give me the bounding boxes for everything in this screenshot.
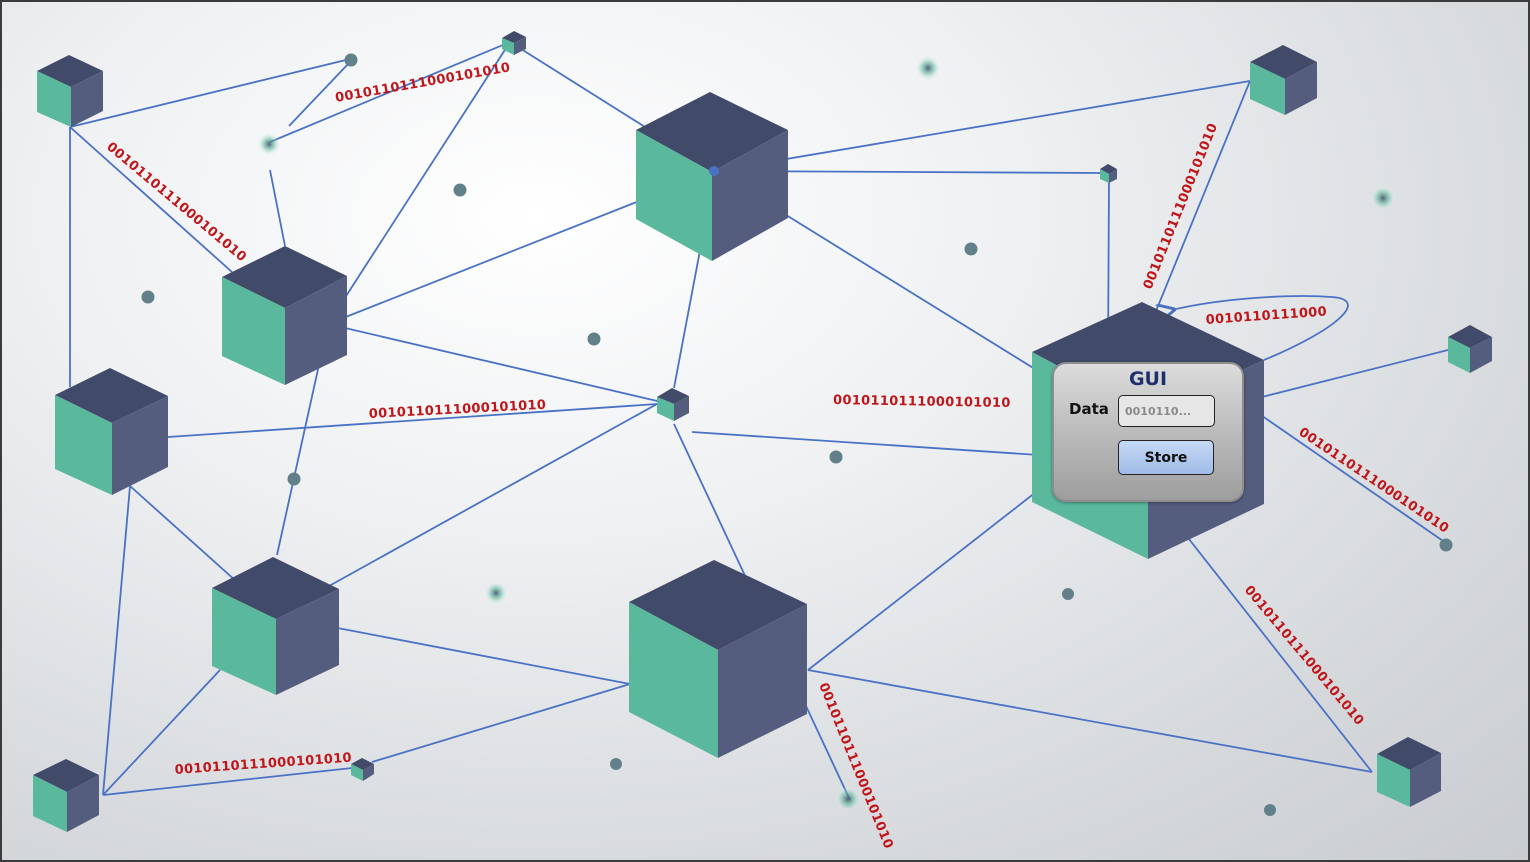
node-cube-top-center xyxy=(636,92,788,261)
data-label: Data xyxy=(1069,400,1109,418)
node-cube-top-right xyxy=(1250,45,1317,115)
node-cube-bottom-left xyxy=(33,759,99,832)
blurred-nodes xyxy=(257,55,1396,812)
binary-label-bottom-center-diag: 0010110111000101010 xyxy=(815,681,895,851)
data-input[interactable] xyxy=(1118,395,1215,427)
node-cube-top-left xyxy=(37,55,103,127)
binary-label-right-top-vertical: 0010110111000101010 xyxy=(1141,121,1221,291)
network-dots xyxy=(141,53,1453,816)
node-cube-left-lower xyxy=(212,557,339,695)
self-loop-arrow xyxy=(1172,295,1349,361)
binary-label-bottom-left: 0010110111000101010 xyxy=(174,751,352,778)
binary-label-mid-center: 0010110111000101010 xyxy=(833,393,1011,411)
node-cube-bottom-center xyxy=(629,560,807,758)
node-cube-tiny-right xyxy=(1100,164,1117,183)
binary-label-loop: 0010110111000 xyxy=(1205,305,1327,328)
binary-label-right-lower-diag: 0010110111000101010 xyxy=(1241,583,1367,729)
binary-label-right-diag: 0010110111000101010 xyxy=(1296,425,1452,537)
node-cube-left-middle xyxy=(55,368,168,495)
node-cube-tiny-center xyxy=(657,388,689,421)
gui-title: GUI xyxy=(1128,368,1168,390)
node-cube-right-edge xyxy=(1448,325,1492,373)
node-cube-bottom-right xyxy=(1377,737,1441,807)
binary-label-top-left-diag: 0010110111000101010 xyxy=(103,140,249,266)
store-button[interactable]: Store xyxy=(1118,440,1214,475)
binary-label-top-center: 0010110111000101010 xyxy=(334,60,511,106)
node-cube-tiny-bottom xyxy=(351,758,374,781)
gui-panel: GUI Data Store xyxy=(1052,362,1244,502)
node-cube-left-upper xyxy=(222,246,347,385)
node-cube-tiny-top xyxy=(502,31,526,55)
